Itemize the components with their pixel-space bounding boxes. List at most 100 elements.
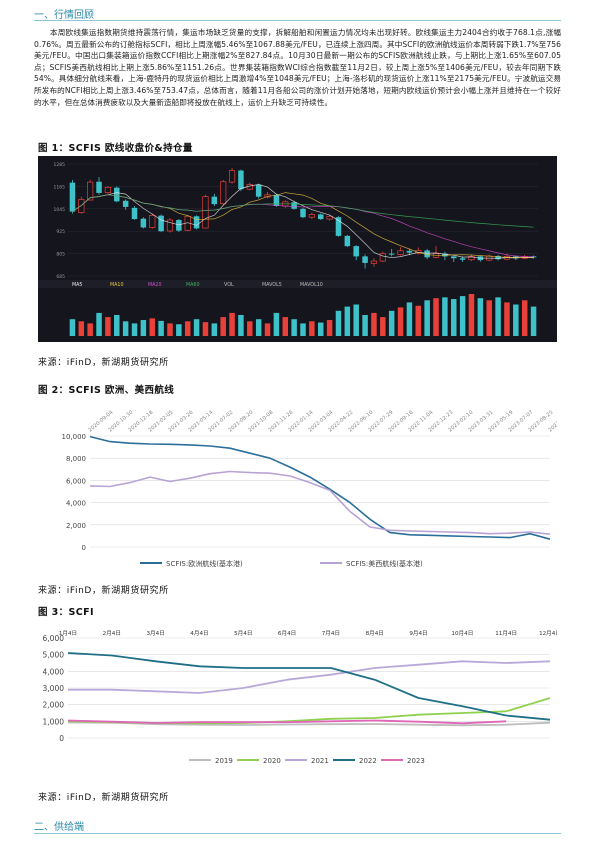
- y-tick-label: 2,000: [43, 701, 65, 710]
- candlestick-chart: 1285 1165 1045 925 805 685 MA5 MA10 MA20 MA60 VOL M…: [38, 162, 557, 336]
- x-tick-label: 1月4日: [59, 630, 77, 637]
- candle-body: [344, 235, 351, 247]
- candle-body: [96, 181, 102, 193]
- candle-body: [335, 217, 342, 236]
- volume-bar: [167, 323, 173, 336]
- x-tick-label: 12月4日: [539, 630, 557, 637]
- y-tick-label: 10,000: [62, 433, 87, 441]
- legend-label: 2019: [215, 757, 233, 765]
- volume-bar: [424, 300, 430, 336]
- volume-bar: [521, 300, 528, 336]
- volume-bar: [122, 321, 129, 336]
- volume-bar: [433, 298, 439, 336]
- y-tick-label: 6,000: [66, 477, 86, 485]
- candle-body: [166, 219, 174, 232]
- candle-body: [317, 214, 324, 220]
- volume-bar: [105, 317, 111, 336]
- volume-bar: [149, 318, 155, 336]
- y-tick-label: 1,000: [43, 717, 65, 726]
- candle-body: [468, 256, 475, 261]
- candle-body: [424, 250, 430, 258]
- legend-label: SCFIS:美西航线(基本港): [346, 559, 423, 568]
- volume-bar: [114, 315, 120, 336]
- legend-label: SCFIS:欧洲航线(基本港): [166, 559, 243, 568]
- x-tick-label: 7月4日: [322, 630, 340, 637]
- volume-bar: [300, 323, 306, 336]
- candle-body: [78, 199, 85, 213]
- figure-2-chart: 0 2,000 4,000 6,000 8,000 10,000 2020-09-04 202…: [38, 396, 575, 578]
- candle-body: [176, 220, 182, 231]
- y-tick-label: 0: [59, 734, 64, 743]
- volume-bar: [397, 307, 404, 336]
- candle-body: [255, 184, 262, 197]
- figure-1-source: 来源：iFinD，新湖期货研究所: [38, 358, 169, 368]
- candle-body: [131, 207, 138, 220]
- candle-body: [140, 218, 147, 228]
- y-tick-label: 0: [82, 544, 86, 552]
- volume-bar: [380, 317, 386, 336]
- candle-body: [308, 214, 315, 218]
- candle-body: [238, 170, 244, 190]
- volume-bar: [220, 317, 226, 336]
- price-tick-label: 805: [56, 252, 65, 258]
- x-tick-label: 10月4日: [451, 630, 473, 637]
- y-tick-label: 3,000: [43, 684, 65, 693]
- candle-body: [388, 253, 395, 255]
- volume-bar: [317, 322, 324, 336]
- series-line: [89, 435, 551, 540]
- figure-1-title: 图 1：SCFIS 欧线收盘价&持仓量: [38, 143, 193, 154]
- volume-bar: [176, 324, 182, 336]
- candle-body: [459, 258, 466, 260]
- volume-bar: [291, 319, 297, 336]
- series-line: [68, 660, 551, 694]
- volume-bar: [184, 321, 191, 336]
- volume-bar: [362, 315, 368, 336]
- figure-3-chart: 0 1,000 2,000 3,000 4,000 5,000 6,000 1月4日 2月4日 3…: [38, 620, 561, 770]
- indicator-label: MAVOL10: [300, 282, 323, 288]
- x-tick-label: 2月4日: [103, 630, 121, 637]
- volume-bar: [247, 321, 253, 336]
- figure-1-chart: 1285 1165 1045 925 805 685 MA5 MA10 MA20 MA60 VOL M…: [38, 156, 557, 342]
- candle-body: [87, 181, 94, 201]
- figure-3-title: 图 3：SCFI: [38, 607, 94, 618]
- legend-label: 2021: [311, 757, 329, 765]
- volume-bar: [344, 306, 351, 336]
- price-tick-label: 685: [56, 274, 65, 280]
- candle-body: [300, 208, 306, 218]
- volume-bar: [477, 298, 484, 336]
- series-line: [67, 721, 551, 727]
- volume-bar: [530, 306, 537, 336]
- volume-bar: [504, 302, 510, 336]
- x-tick-label: 3月4日: [146, 630, 164, 637]
- volume-bar: [326, 320, 333, 336]
- candle-body: [370, 260, 378, 264]
- price-tick-label: 1045: [54, 207, 66, 213]
- indicator-label: MA60: [186, 282, 200, 288]
- candle-body: [104, 186, 112, 193]
- candle-body: [326, 215, 333, 220]
- candle-body: [291, 202, 297, 209]
- candle-body: [122, 200, 129, 207]
- candle-body: [193, 216, 200, 229]
- volume-bar: [202, 322, 209, 336]
- figure-2-source: 来源：iFinD，新湖期货研究所: [38, 586, 169, 596]
- candle-body: [202, 196, 209, 229]
- candle-body: [451, 256, 457, 259]
- x-tick-label: 11月4日: [495, 630, 517, 637]
- price-tick-label: 1285: [54, 162, 66, 168]
- review-paragraph: 本周欧线集运指数期货维持震荡行情，集运市场缺乏货量的支撑，拆解船舶和闲置运力情况…: [34, 28, 561, 107]
- indicator-label: MAVOL5: [262, 282, 282, 288]
- moving-average-line: [72, 194, 534, 228]
- x-tick-label: 8月4日: [366, 630, 384, 637]
- legend-label: 2023: [407, 757, 425, 765]
- candle-body: [220, 181, 227, 205]
- indicator-strip: [38, 280, 557, 288]
- section-heading-supply: 二、供给端: [34, 822, 84, 833]
- volume-bar: [371, 312, 377, 336]
- candle-body: [397, 250, 404, 255]
- section-divider-supply: [34, 833, 561, 834]
- candle-body: [379, 253, 386, 262]
- candle-body: [362, 256, 368, 263]
- volume-bar: [353, 304, 359, 336]
